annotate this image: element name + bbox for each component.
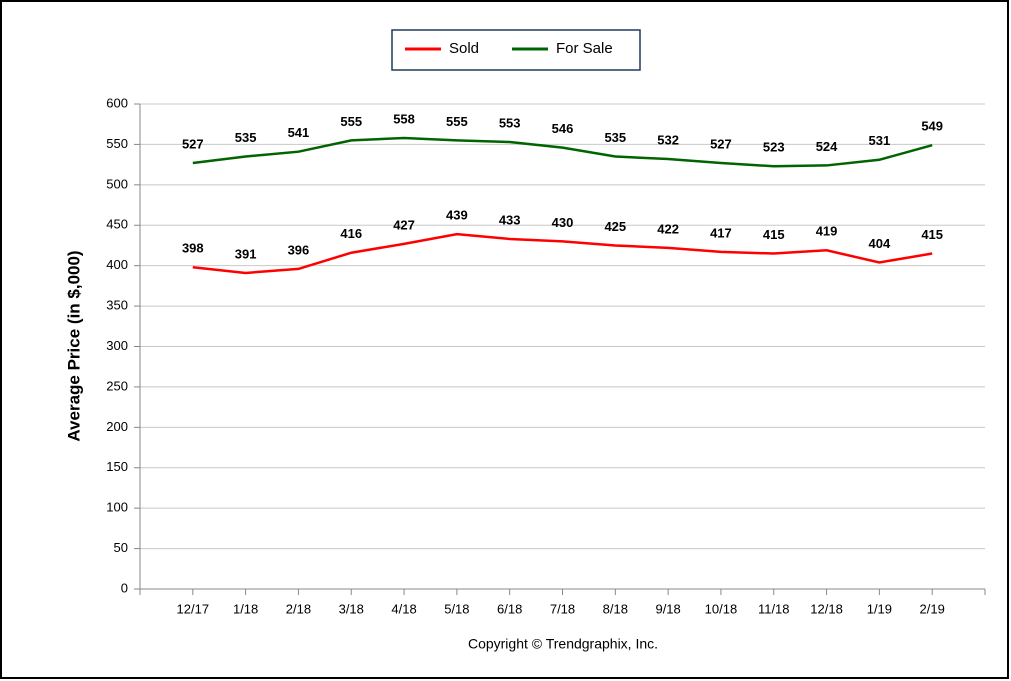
legend-label: For Sale [556, 40, 613, 57]
data-label: 415 [921, 227, 943, 242]
y-tick-label: 50 [114, 540, 128, 555]
x-tick-label: 12/18 [810, 601, 843, 616]
data-label: 523 [763, 140, 785, 155]
x-tick-label: 1/18 [233, 601, 258, 616]
x-tick-label: 11/18 [758, 601, 790, 616]
data-label: 419 [816, 224, 838, 239]
y-tick-label: 250 [106, 378, 128, 393]
y-axis-label: Average Price (in $,000) [64, 250, 83, 441]
series-line [192, 232, 933, 275]
y-tick-label: 500 [106, 176, 128, 191]
data-label: 398 [182, 241, 204, 256]
y-tick-label: 600 [106, 95, 128, 110]
data-label: 546 [552, 121, 574, 136]
data-label: 541 [288, 125, 310, 140]
data-label: 427 [393, 217, 415, 232]
data-label: 433 [499, 212, 521, 227]
data-label: 417 [710, 225, 732, 240]
x-tick-label: 5/18 [444, 601, 469, 616]
y-tick-label: 300 [106, 338, 128, 353]
data-label: 531 [869, 133, 891, 148]
data-label: 524 [816, 139, 838, 154]
data-label: 532 [657, 132, 679, 147]
data-label: 549 [921, 119, 943, 134]
y-tick-label: 400 [106, 257, 128, 272]
y-tick-label: 450 [106, 217, 128, 232]
x-tick-label: 3/18 [339, 601, 364, 616]
data-label: 558 [393, 111, 415, 126]
data-label: 430 [552, 215, 574, 230]
data-label: 416 [340, 226, 362, 241]
x-tick-label: 12/17 [177, 601, 210, 616]
data-label: 439 [446, 208, 468, 223]
x-tick-label: 7/18 [550, 601, 575, 616]
x-tick-label: 2/19 [920, 601, 945, 616]
data-label: 555 [446, 114, 468, 129]
legend-label: Sold [449, 40, 479, 57]
data-label: 535 [604, 130, 626, 145]
data-label: 415 [763, 227, 785, 242]
data-label: 422 [657, 221, 679, 236]
y-tick-label: 150 [106, 459, 128, 474]
data-label: 391 [235, 246, 257, 261]
y-tick-label: 200 [106, 419, 128, 434]
x-tick-label: 8/18 [603, 601, 628, 616]
x-tick-label: 4/18 [391, 601, 416, 616]
footer: Copyright © Trendgraphix, Inc. [468, 636, 658, 652]
x-tick-label: 10/18 [705, 601, 738, 616]
x-tick-label: 2/18 [286, 601, 311, 616]
x-tick-label: 9/18 [655, 601, 680, 616]
y-tick-label: 0 [121, 580, 128, 595]
y-tick-label: 350 [106, 298, 128, 313]
data-label: 555 [340, 114, 362, 129]
x-tick-label: 6/18 [497, 601, 522, 616]
series-line [192, 136, 933, 168]
x-tick-label: 1/19 [867, 601, 892, 616]
data-label: 553 [499, 115, 521, 130]
data-label: 527 [182, 136, 204, 151]
data-label: 425 [604, 219, 626, 234]
data-label: 527 [710, 136, 732, 151]
y-tick-label: 100 [106, 500, 128, 515]
data-label: 404 [869, 236, 891, 251]
data-label: 396 [288, 242, 310, 257]
data-label: 535 [235, 130, 257, 145]
y-tick-label: 550 [106, 136, 128, 151]
